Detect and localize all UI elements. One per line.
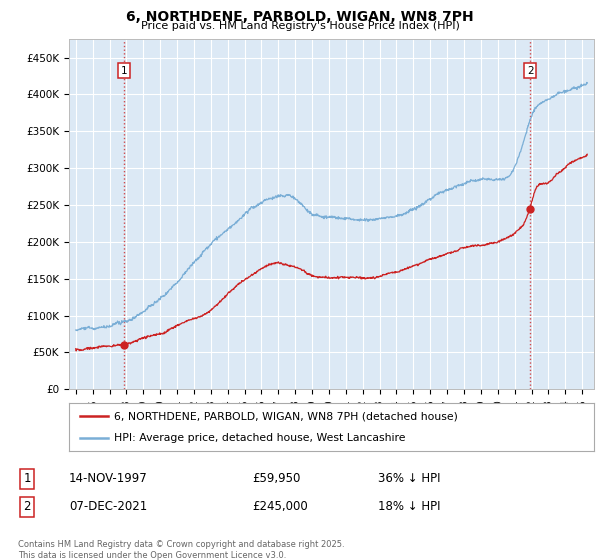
Text: £59,950: £59,950 <box>252 472 301 486</box>
Text: 2: 2 <box>23 500 31 514</box>
Text: 1: 1 <box>23 472 31 486</box>
Text: Price paid vs. HM Land Registry's House Price Index (HPI): Price paid vs. HM Land Registry's House … <box>140 21 460 31</box>
Text: 18% ↓ HPI: 18% ↓ HPI <box>378 500 440 514</box>
Text: Contains HM Land Registry data © Crown copyright and database right 2025.
This d: Contains HM Land Registry data © Crown c… <box>18 540 344 560</box>
Text: HPI: Average price, detached house, West Lancashire: HPI: Average price, detached house, West… <box>113 433 405 443</box>
Text: 6, NORTHDENE, PARBOLD, WIGAN, WN8 7PH: 6, NORTHDENE, PARBOLD, WIGAN, WN8 7PH <box>126 10 474 24</box>
Text: 2: 2 <box>527 66 533 76</box>
Text: 07-DEC-2021: 07-DEC-2021 <box>69 500 147 514</box>
Text: 14-NOV-1997: 14-NOV-1997 <box>69 472 148 486</box>
Text: 1: 1 <box>121 66 128 76</box>
Text: 6, NORTHDENE, PARBOLD, WIGAN, WN8 7PH (detached house): 6, NORTHDENE, PARBOLD, WIGAN, WN8 7PH (d… <box>113 411 458 421</box>
Text: £245,000: £245,000 <box>252 500 308 514</box>
Text: 36% ↓ HPI: 36% ↓ HPI <box>378 472 440 486</box>
